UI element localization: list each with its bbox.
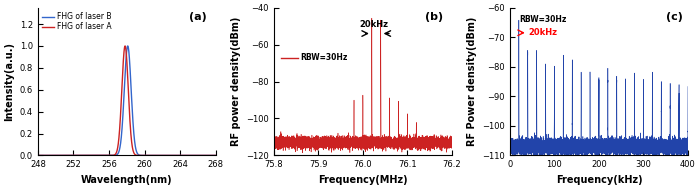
Text: RBW=30Hz: RBW=30Hz bbox=[519, 15, 566, 24]
FHG of laser B bbox=[123, 45, 132, 47]
FHG of laser B bbox=[211, 154, 220, 156]
FHG of laser B bbox=[189, 154, 197, 156]
Text: 20kHz: 20kHz bbox=[528, 28, 558, 37]
X-axis label: Wavelength(nm): Wavelength(nm) bbox=[81, 175, 173, 185]
Text: (a): (a) bbox=[189, 12, 207, 22]
Text: (b): (b) bbox=[425, 12, 443, 22]
Text: RBW=30Hz: RBW=30Hz bbox=[300, 53, 348, 62]
X-axis label: Frequency(kHz): Frequency(kHz) bbox=[556, 175, 643, 185]
FHG of laser B bbox=[64, 154, 73, 156]
FHG of laser A bbox=[189, 154, 197, 156]
FHG of laser B bbox=[34, 154, 42, 156]
FHG of laser A bbox=[102, 154, 111, 156]
FHG of laser B bbox=[208, 154, 216, 156]
FHG of laser A bbox=[34, 154, 42, 156]
Y-axis label: RF power density(dBm): RF power density(dBm) bbox=[231, 17, 241, 146]
Text: (c): (c) bbox=[666, 12, 682, 22]
FHG of laser B bbox=[102, 154, 111, 156]
FHG of laser A bbox=[64, 154, 73, 156]
FHG of laser B bbox=[54, 154, 62, 156]
Text: 20kHz: 20kHz bbox=[360, 20, 389, 29]
X-axis label: Frequency(MHz): Frequency(MHz) bbox=[318, 175, 407, 185]
Y-axis label: Intensity(a.u.): Intensity(a.u.) bbox=[4, 42, 14, 121]
Line: FHG of laser B: FHG of laser B bbox=[38, 46, 216, 155]
FHG of laser A bbox=[121, 45, 130, 47]
FHG of laser A bbox=[54, 154, 62, 156]
FHG of laser A bbox=[110, 154, 118, 156]
FHG of laser A bbox=[208, 154, 216, 156]
FHG of laser B bbox=[110, 154, 118, 156]
Line: FHG of laser A: FHG of laser A bbox=[38, 46, 216, 155]
Y-axis label: RF Power density(dBm): RF Power density(dBm) bbox=[467, 17, 477, 146]
Legend: FHG of laser B, FHG of laser A: FHG of laser B, FHG of laser A bbox=[42, 12, 112, 32]
FHG of laser A bbox=[211, 154, 220, 156]
